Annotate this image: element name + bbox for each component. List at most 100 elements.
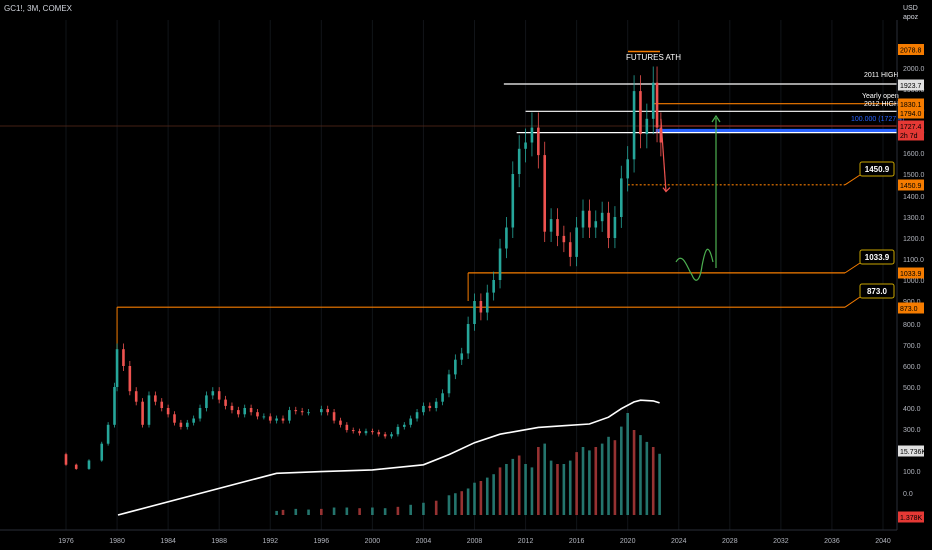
candle-body-77 (568, 242, 572, 257)
volume-bar-2 (294, 508, 298, 515)
price-tick-5: 1500.0 (903, 172, 925, 179)
volume-bar-38 (600, 443, 604, 515)
candle-body-35 (294, 410, 298, 412)
time-tick-4: 1992 (262, 538, 278, 545)
volume-bar-20 (485, 477, 489, 515)
candle-body-2 (74, 464, 78, 469)
price-tag-text-10: 1.378K (900, 515, 923, 522)
candle-body-84 (613, 217, 617, 238)
candle-body-52 (409, 418, 412, 425)
price-tick-4: 1600.0 (903, 151, 925, 158)
volume-bar-47 (658, 453, 661, 515)
candle-body-41 (339, 420, 342, 425)
price-tick-14: 600.0 (903, 364, 921, 371)
volume-bar-18 (473, 482, 476, 515)
candle-body-17 (179, 422, 183, 427)
price-tick-17: 300.0 (903, 427, 921, 434)
time-tick-6: 2000 (365, 538, 381, 545)
volume-bar-39 (607, 436, 610, 515)
callout-text-2: 873.0 (867, 287, 888, 296)
candle-body-6 (113, 387, 116, 425)
candle-body-31 (268, 416, 272, 421)
projection-wave (675, 248, 714, 281)
price-tick-6: 1400.0 (903, 194, 925, 201)
callout-pointer-2 (844, 296, 861, 308)
candle-body-74 (549, 219, 553, 232)
callout-text-1: 1033.9 (865, 253, 890, 262)
candle-body-72 (537, 127, 540, 156)
candle-body-23 (217, 391, 221, 400)
candle-body-58 (447, 374, 451, 394)
candle-body-61 (466, 324, 470, 354)
volume-bar-45 (645, 441, 649, 515)
candle-body-85 (620, 178, 623, 217)
volume-bar-11 (409, 504, 412, 515)
price-tag-bg-5 (898, 129, 924, 141)
candle-body-10 (134, 391, 138, 402)
projection-down-head (662, 187, 671, 193)
volume-bar-26 (524, 464, 527, 515)
candle-body-36 (300, 411, 304, 413)
candle-body-57 (441, 393, 444, 402)
price-tick-12: 800.0 (903, 322, 921, 329)
volume-bar-33 (568, 460, 572, 515)
candle-body-14 (160, 401, 164, 408)
candle-body-71 (530, 127, 534, 143)
currency-code: USD (903, 5, 918, 12)
price-tag-text-2: 1830.1 (900, 102, 922, 109)
candle-body-20 (198, 408, 202, 419)
time-axis[interactable]: 1976 1980 1984 1988 1992 1996 2000 2004 2008 2012… (0, 529, 897, 545)
volume-bar-10 (396, 506, 400, 515)
candle-body-33 (281, 418, 285, 421)
volume-bar-35 (581, 447, 585, 515)
price-tick-8: 1200.0 (903, 236, 925, 243)
blue-level-label: 100.000 (1727.4) (851, 116, 904, 123)
symbol-label[interactable]: GC1!, 3M, COMEX (4, 4, 73, 13)
candle-body-5 (106, 424, 110, 444)
volume-avg-line (117, 399, 660, 516)
price-tick-7: 1300.0 (903, 215, 925, 222)
price-tick-16: 400.0 (903, 406, 921, 413)
candle-body-67 (505, 227, 508, 249)
candle-body-68 (511, 174, 515, 228)
callout-box-1 (859, 249, 895, 265)
candle-body-73 (543, 155, 547, 232)
candle-body-59 (454, 359, 457, 375)
price-tag-text-3: 1794.0 (900, 111, 922, 118)
candle-body-83 (607, 212, 610, 238)
callout-0: 1450.9 (844, 161, 895, 186)
price-tag-text-8: 873.0 (900, 306, 918, 313)
candle-body-82 (600, 212, 604, 222)
candle-body-92 (659, 127, 663, 143)
volume-bar-4 (320, 508, 323, 515)
projection-down-arrow (660, 118, 667, 192)
volume-bar-9 (383, 508, 387, 515)
candle-body-87 (632, 91, 636, 160)
line-label-0: 2011 HIGH (864, 72, 899, 79)
volume-bar-14 (447, 495, 451, 515)
volume-bar-36 (588, 450, 591, 515)
candle-body-53 (415, 412, 419, 419)
volume-bar-23 (505, 464, 508, 515)
projection-drawings (628, 50, 721, 281)
time-tick-5: 1996 (314, 538, 330, 545)
candle-body-12 (147, 395, 151, 425)
candle-body-90 (651, 82, 655, 119)
price-tick-10: 1000.0 (903, 278, 925, 285)
price-tag-bg-7 (898, 267, 924, 279)
volume-bar-43 (632, 430, 636, 515)
candle-body-80 (588, 210, 591, 228)
line-label-2: 2012 HIGH (864, 101, 899, 108)
volume-bar-21 (492, 474, 495, 515)
candle-body-39 (326, 409, 329, 413)
candle-body-34 (288, 410, 291, 421)
candle-body-78 (575, 227, 578, 257)
candle-body-37 (307, 412, 310, 414)
price-tag-text-7: 1033.9 (900, 271, 922, 278)
callout-pointer-0 (844, 174, 861, 186)
volume-bar-28 (537, 447, 540, 515)
candle-body-49 (390, 434, 393, 437)
time-tick-0: 1976 (58, 538, 74, 545)
callout-1: 1033.9 (844, 249, 895, 274)
